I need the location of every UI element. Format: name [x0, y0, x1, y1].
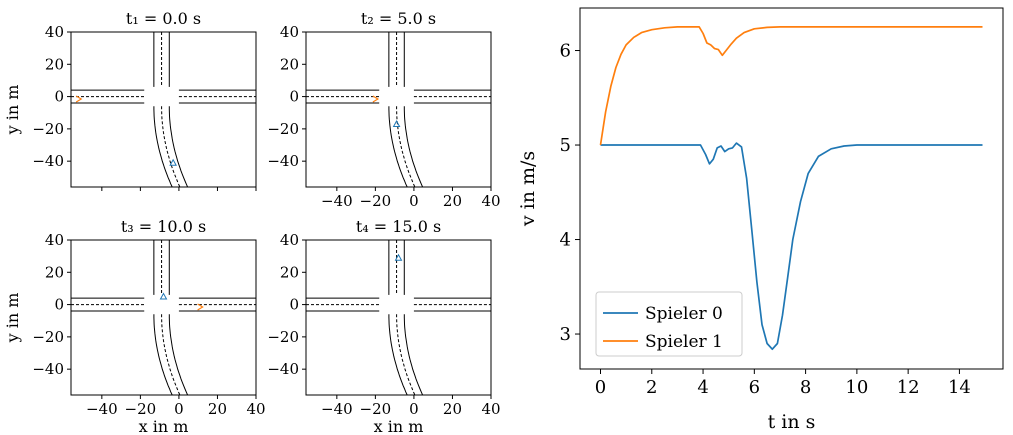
legend-label-spieler-1: Spieler 1: [645, 332, 723, 352]
marker-spieler-1: [197, 303, 204, 311]
road-layout: [71, 32, 256, 187]
x-tick-label: 40: [481, 192, 500, 210]
marker-spieler-0: [394, 253, 403, 261]
x-tick-label: 20: [443, 192, 462, 210]
snapshot-panel-2: −40 −20 0 20 40 40 20 0 −20 −40 t₂ = 5.0 s: [267, 9, 500, 210]
x-tick-label: 20: [443, 400, 462, 418]
marker-spieler-1: [372, 95, 380, 103]
series-line-spieler-1: [599, 26, 983, 146]
legend-box: [595, 291, 743, 357]
y-tick-label: −20: [267, 328, 299, 346]
y-tick-label: 0: [54, 296, 64, 314]
x-tick-label: 0: [174, 400, 184, 418]
y-tick-label: 3: [560, 324, 571, 345]
x-tick-label: −20: [125, 400, 157, 418]
x-tick-label: −40: [86, 400, 118, 418]
x-axis-label: x in m: [374, 417, 424, 435]
x-axis-label: t in s: [768, 411, 816, 433]
road-layout: [306, 32, 491, 187]
y-tick-label: 20: [280, 55, 299, 73]
snapshot-panel-1: 40 20 0 −20 −40 t₁ = 0.0 s y in m: [3, 9, 257, 191]
snapshot-panel-3: −40 −20 0 20 40 40 20 0 −20 −40 t₃ = 10.0 s y in m x…: [3, 217, 266, 435]
marker-spieler-0: [159, 292, 168, 300]
y-tick-label: −20: [32, 120, 64, 138]
y-tick-label: 0: [289, 88, 299, 106]
x-tick-label: 14: [948, 377, 971, 398]
panel-title: t₄ = 15.0 s: [356, 217, 441, 236]
x-tick-label: 40: [481, 400, 500, 418]
snapshot-panel-4: −40 −20 0 20 40 40 20 0 −20 −40 t₄ = 15.0 s x in m: [267, 217, 500, 435]
road-edge-south-left: [153, 106, 173, 187]
y-tick-label: 20: [45, 263, 64, 281]
y-tick-label: −40: [267, 360, 299, 378]
road-layout: [71, 240, 256, 395]
x-tick-label: 4: [697, 377, 708, 398]
y-axis-label: y in m: [3, 85, 22, 136]
x-tick-label: 40: [246, 400, 265, 418]
marker-spieler-0: [169, 158, 177, 166]
x-tick-label: −40: [321, 400, 353, 418]
x-tick-label: 20: [208, 400, 227, 418]
y-tick-label: 6: [560, 41, 571, 62]
road-centerline-south: [396, 314, 416, 395]
x-tick-label: −20: [360, 192, 392, 210]
axes-frame: [579, 7, 1004, 370]
road-centerline-south: [396, 106, 416, 187]
y-tick-label: 0: [54, 88, 64, 106]
panel-title: t₂ = 5.0 s: [361, 9, 436, 28]
series-line-spieler-0: [600, 142, 983, 351]
road-centerline-south: [161, 314, 181, 395]
x-tick-label: 6: [749, 377, 760, 398]
x-tick-label: 8: [800, 377, 811, 398]
marker-spieler-1: [75, 95, 83, 103]
road-edge-south-right: [403, 106, 424, 187]
panel-title: t₃ = 10.0 s: [121, 217, 206, 236]
x-tick-label: −20: [360, 400, 392, 418]
y-tick-label: −20: [32, 328, 64, 346]
axes-frame: [305, 31, 492, 188]
road-edge-south-left: [388, 314, 408, 395]
y-tick-label: 0: [289, 296, 299, 314]
panel-title: t₁ = 0.0 s: [126, 9, 201, 28]
y-tick-label: 40: [45, 231, 64, 249]
y-tick-label: 4: [560, 230, 571, 251]
x-tick-label: 0: [595, 377, 606, 398]
y-tick-label: −40: [267, 152, 299, 170]
road-centerline-south: [161, 106, 181, 187]
y-tick-label: 40: [280, 231, 299, 249]
y-tick-label: 20: [280, 263, 299, 281]
marker-spieler-0: [392, 119, 401, 128]
road-edge-south-right: [403, 314, 424, 395]
x-axis-label: x in m: [139, 417, 189, 435]
y-tick-label: 40: [45, 23, 64, 41]
y-axis-label: y in m: [3, 293, 22, 344]
axes-frame: [70, 31, 257, 188]
y-tick-label: 20: [45, 55, 64, 73]
y-tick-label: −20: [267, 120, 299, 138]
road-edge-south-left: [153, 314, 173, 395]
road-edge-south-right: [168, 106, 189, 187]
y-axis-label: v in m/s: [517, 151, 539, 227]
x-tick-label: 0: [409, 400, 419, 418]
road-layout: [306, 240, 491, 395]
x-tick-label: 0: [409, 192, 419, 210]
axes-frame: [70, 239, 257, 396]
y-tick-label: −40: [32, 152, 64, 170]
x-tick-label: 10: [845, 377, 868, 398]
road-edge-south-right: [168, 314, 189, 395]
x-tick-label: 2: [646, 377, 657, 398]
y-tick-label: 5: [560, 135, 571, 156]
x-tick-label: 12: [897, 377, 920, 398]
road-edge-south-left: [388, 106, 408, 187]
legend-label-spieler-0: Spieler 0: [645, 304, 723, 324]
axes-frame: [305, 239, 492, 396]
legend: Spieler 0 Spieler 1: [595, 291, 743, 357]
y-tick-label: −40: [32, 360, 64, 378]
x-tick-label: −40: [321, 192, 353, 210]
y-tick-label: 40: [280, 23, 299, 41]
